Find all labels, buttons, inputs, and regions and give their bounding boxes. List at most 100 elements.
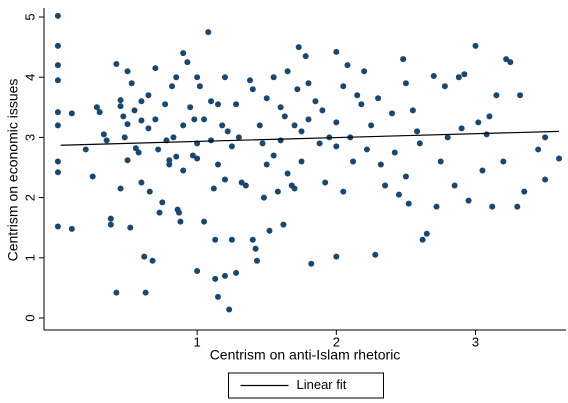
point xyxy=(224,128,231,135)
point xyxy=(253,257,260,264)
point xyxy=(205,29,212,36)
point xyxy=(141,253,148,260)
point xyxy=(242,182,249,189)
point xyxy=(128,80,135,87)
point xyxy=(135,149,142,156)
point xyxy=(263,95,270,102)
point xyxy=(215,293,221,300)
point xyxy=(363,146,370,153)
point xyxy=(479,167,486,174)
point xyxy=(402,80,409,87)
point xyxy=(124,121,131,128)
point xyxy=(333,48,340,55)
point xyxy=(405,200,412,207)
point xyxy=(155,146,162,153)
point xyxy=(340,83,347,90)
point xyxy=(117,97,124,104)
point xyxy=(294,86,301,93)
point xyxy=(350,158,357,165)
point xyxy=(455,74,462,81)
point xyxy=(221,74,228,81)
point xyxy=(270,152,277,159)
point xyxy=(173,153,180,160)
point xyxy=(194,74,201,81)
y-tick-label: 4 xyxy=(22,74,37,81)
point xyxy=(340,188,347,195)
point xyxy=(145,92,152,99)
point xyxy=(100,131,107,138)
point xyxy=(138,117,145,124)
point xyxy=(54,169,61,176)
point xyxy=(162,101,169,108)
point xyxy=(291,185,298,192)
x-axis-title: Centrism on anti-Islam rhetoric xyxy=(210,347,401,363)
point xyxy=(252,245,259,252)
point xyxy=(201,218,208,225)
point xyxy=(298,128,305,135)
point xyxy=(277,137,284,144)
point xyxy=(173,74,180,81)
point xyxy=(433,203,440,210)
point xyxy=(233,269,240,276)
point xyxy=(145,125,152,132)
point xyxy=(322,179,329,186)
legend-label: Linear fit xyxy=(297,377,347,392)
point xyxy=(414,128,421,135)
point xyxy=(461,71,468,78)
point xyxy=(124,157,131,164)
point xyxy=(159,199,166,206)
point xyxy=(113,289,120,296)
point xyxy=(486,113,493,120)
point xyxy=(409,107,416,114)
point xyxy=(542,176,549,183)
point xyxy=(180,167,187,174)
point xyxy=(120,113,127,120)
point xyxy=(430,73,437,80)
point xyxy=(260,194,267,201)
point xyxy=(170,134,177,141)
x-tick-label: 1 xyxy=(194,334,201,349)
point xyxy=(441,83,448,90)
point xyxy=(493,92,500,99)
point xyxy=(166,161,173,168)
point xyxy=(54,42,61,49)
point xyxy=(68,225,75,232)
point xyxy=(247,77,254,84)
point xyxy=(208,98,215,105)
point xyxy=(395,191,402,198)
point xyxy=(152,65,159,72)
point xyxy=(127,224,134,231)
point xyxy=(238,179,245,186)
point xyxy=(215,161,221,168)
point xyxy=(372,251,379,258)
point xyxy=(210,185,217,192)
point xyxy=(212,275,219,282)
point xyxy=(361,68,368,75)
point xyxy=(131,107,138,114)
point xyxy=(391,149,398,156)
x-tick-label: 2 xyxy=(333,334,340,349)
point xyxy=(121,134,128,141)
point xyxy=(54,158,61,165)
point xyxy=(54,77,61,84)
point xyxy=(249,86,256,93)
point xyxy=(107,221,114,228)
point xyxy=(142,289,149,296)
point xyxy=(503,56,510,63)
point xyxy=(535,146,542,153)
point xyxy=(117,185,124,192)
point xyxy=(280,221,287,228)
point xyxy=(187,104,194,111)
point xyxy=(308,260,315,267)
point xyxy=(124,68,131,75)
point xyxy=(93,104,100,111)
point xyxy=(400,56,407,63)
point xyxy=(305,116,312,123)
point xyxy=(423,230,430,237)
point xyxy=(169,83,176,90)
point xyxy=(316,140,323,147)
point xyxy=(194,155,201,162)
point xyxy=(416,140,423,147)
point xyxy=(176,209,183,216)
